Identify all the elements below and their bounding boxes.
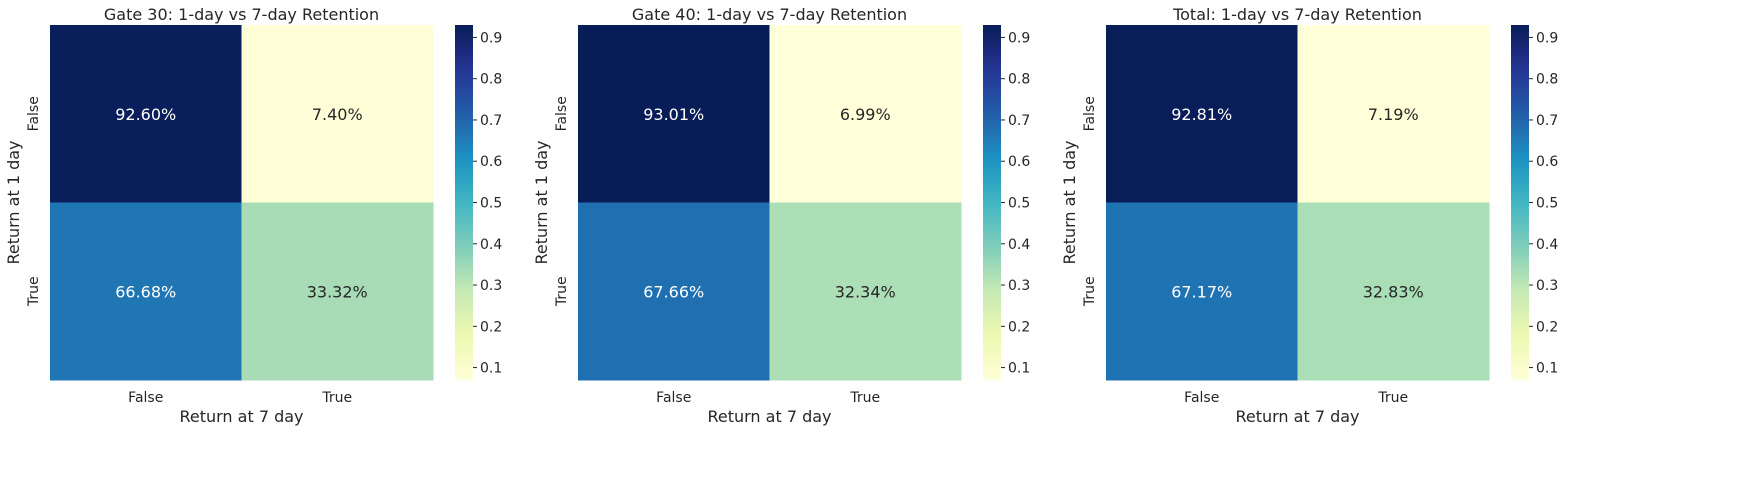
y-tick-label: False	[554, 96, 570, 131]
colorbar-tick-label: 0.2	[1536, 319, 1558, 335]
heatmap-cell	[578, 202, 770, 381]
x-tick-label: False	[1184, 390, 1219, 406]
heatmap-cell	[50, 202, 242, 381]
heatmap-cell	[769, 202, 962, 381]
colorbar-tick-label: 0.1	[480, 361, 502, 377]
cell-value-label: 6.99%	[840, 105, 891, 124]
colorbar-tick-label: 0.3	[480, 278, 502, 294]
y-tick-label: True	[1082, 276, 1098, 307]
colorbar-tick-label: 0.7	[1536, 113, 1558, 129]
heatmap-panel-1: 92.60% 7.40% 66.68% 33.32% Gate 30: 1-day vs…	[4, 5, 502, 426]
cell-value-label: 93.01%	[643, 105, 704, 124]
y-tick-label: True	[554, 276, 570, 307]
cell-value-label: 67.66%	[643, 282, 704, 301]
x-tick-label: False	[656, 390, 691, 406]
y-axis-label: Return at 1 day	[1060, 140, 1079, 264]
cell-value-label: 92.60%	[115, 105, 176, 124]
colorbar-tick-label: 0.9	[1008, 30, 1030, 46]
chart-title: Gate 40: 1-day vs 7-day Retention	[632, 5, 907, 24]
chart-title: Total: 1-day vs 7-day Retention	[1172, 5, 1422, 24]
colorbar-tick-label: 0.2	[480, 319, 502, 335]
heatmap-panel-3: 92.81% 7.19% 67.17% 32.83% Total: 1-day vs 7…	[1060, 5, 1558, 426]
x-axis-label: Return at 7 day	[707, 407, 831, 426]
cell-value-label: 32.83%	[1363, 282, 1424, 301]
heatmap-cell	[50, 25, 242, 203]
colorbar-tick-label: 0.9	[480, 30, 502, 46]
x-tick-label: True	[1377, 390, 1408, 406]
colorbar-tick-label: 0.8	[480, 72, 502, 88]
cell-value-label: 92.81%	[1171, 105, 1232, 124]
colorbar	[455, 25, 473, 380]
heatmap-cell	[1106, 25, 1298, 203]
cell-value-label: 66.68%	[115, 282, 176, 301]
colorbar-tick-label: 0.7	[1008, 113, 1030, 129]
y-tick-label: True	[26, 276, 42, 307]
colorbar	[1511, 25, 1529, 380]
colorbar-tick-label: 0.4	[480, 237, 502, 253]
heatmap-cell	[1297, 25, 1490, 203]
y-axis-label: Return at 1 day	[4, 140, 23, 264]
colorbar-tick-label: 0.3	[1536, 278, 1558, 294]
colorbar-tick-label: 0.6	[1536, 154, 1558, 170]
x-axis-label: Return at 7 day	[1235, 407, 1359, 426]
colorbar-tick-label: 0.5	[1536, 196, 1558, 212]
colorbar-tick-label: 0.8	[1536, 72, 1558, 88]
colorbar-tick-label: 0.4	[1536, 237, 1558, 253]
colorbar-tick-label: 0.1	[1536, 361, 1558, 377]
colorbar-tick-label: 0.9	[1536, 30, 1558, 46]
y-tick-label: False	[1082, 96, 1098, 131]
x-tick-label: False	[128, 390, 163, 406]
colorbar-tick-label: 0.6	[480, 154, 502, 170]
cell-value-label: 7.40%	[312, 105, 363, 124]
colorbar-tick-label: 0.4	[1008, 237, 1030, 253]
heatmap-cell	[1297, 202, 1490, 381]
chart-title: Gate 30: 1-day vs 7-day Retention	[104, 5, 379, 24]
colorbar-tick-label: 0.7	[480, 113, 502, 129]
colorbar	[983, 25, 1001, 380]
x-axis-label: Return at 7 day	[179, 407, 303, 426]
colorbar-tick-label: 0.2	[1008, 319, 1030, 335]
heatmap-panel-2: 93.01% 6.99% 67.66% 32.34% Gate 40: 1-day vs…	[532, 5, 1030, 426]
cell-value-label: 33.32%	[307, 282, 368, 301]
colorbar-tick-label: 0.1	[1008, 361, 1030, 377]
heatmap-cell	[241, 25, 434, 203]
cell-value-label: 32.34%	[835, 282, 896, 301]
colorbar-tick-label: 0.3	[1008, 278, 1030, 294]
y-tick-label: False	[26, 96, 42, 131]
colorbar-tick-label: 0.6	[1008, 154, 1030, 170]
heatmap-cell	[1106, 202, 1298, 381]
heatmap-cell	[769, 25, 962, 203]
y-axis-label: Return at 1 day	[532, 140, 551, 264]
x-tick-label: True	[321, 390, 352, 406]
cell-value-label: 67.17%	[1171, 282, 1232, 301]
colorbar-tick-label: 0.5	[1008, 196, 1030, 212]
x-tick-label: True	[849, 390, 880, 406]
cell-value-label: 7.19%	[1368, 105, 1419, 124]
colorbar-tick-label: 0.5	[480, 196, 502, 212]
heatmap-cell	[241, 202, 434, 381]
colorbar-tick-label: 0.8	[1008, 72, 1030, 88]
heatmap-cell	[578, 25, 770, 203]
